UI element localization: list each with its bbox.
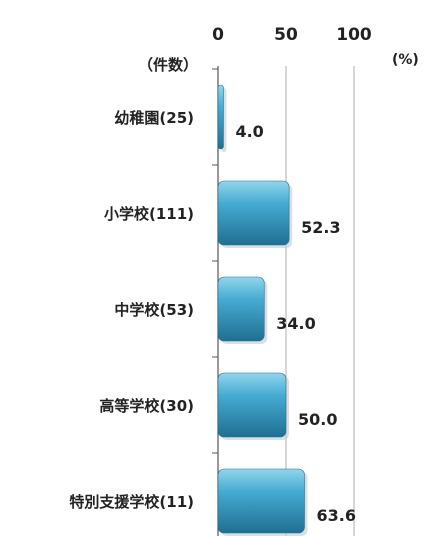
x-axis-ticks: 0 50 100: [212, 25, 372, 45]
category-label: 小学校(111): [104, 205, 194, 223]
value-label: 63.6: [316, 506, 355, 525]
x-tick-label: 100: [336, 25, 372, 45]
x-tick-label: 0: [212, 25, 224, 45]
bar: [217, 276, 265, 342]
bar: [217, 84, 224, 150]
category-label: 幼稚園(25): [114, 109, 194, 127]
category-label: 高等学校(30): [99, 397, 194, 415]
bar: [217, 180, 290, 246]
bars: [217, 84, 308, 536]
value-label: 4.0: [235, 122, 263, 141]
value-label: 50.0: [298, 410, 337, 429]
category-labels: 幼稚園(25) 小学校(111) 中学校(53) 高等学校(30) 特別支援学校(11): [69, 109, 194, 511]
x-axis-unit: (%): [392, 52, 419, 68]
category-label: 中学校(53): [114, 301, 194, 319]
bar: [217, 372, 287, 438]
bar: [217, 468, 305, 534]
category-label: 特別支援学校(11): [69, 493, 194, 511]
value-label: 52.3: [301, 218, 340, 237]
value-label: 34.0: [276, 314, 315, 333]
value-labels: 4.0 52.3 34.0 50.0 63.6: [235, 122, 356, 525]
y-axis-header: （件数）: [138, 56, 198, 74]
x-tick-label: 50: [274, 25, 298, 45]
